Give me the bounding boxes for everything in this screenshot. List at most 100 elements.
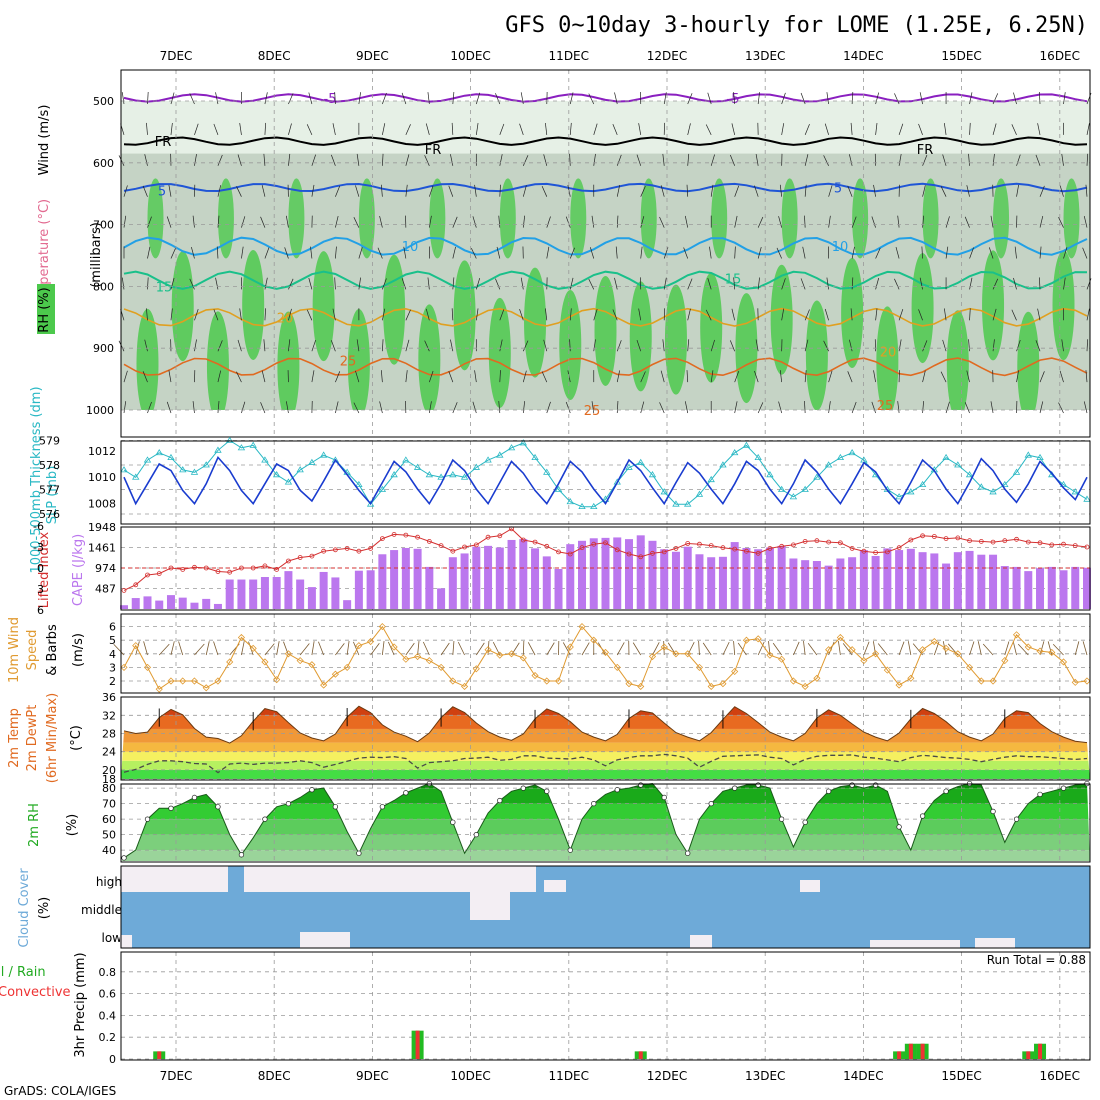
li-point: [438, 543, 444, 548]
wind-barb: [940, 371, 947, 383]
li-point: [661, 549, 667, 555]
wind-barb: [709, 246, 712, 259]
cape-bar: [789, 558, 798, 609]
wind-barb: [380, 370, 383, 383]
thickness-point: [155, 448, 163, 456]
wind-barb: [355, 370, 360, 383]
wind-barb: [264, 308, 266, 321]
wind-barb: [588, 93, 595, 105]
li-point: [156, 571, 162, 576]
below-surface-bg: [121, 410, 1090, 437]
precip-panel-frame: [120, 951, 1091, 1061]
li-point: [309, 553, 315, 559]
wind-barb: [922, 185, 926, 197]
thickness-point: [965, 471, 974, 478]
wind-barb: [734, 401, 738, 414]
cape-bar: [331, 577, 340, 609]
rh-tick: 70: [102, 798, 116, 811]
rh-humid-cell: [524, 267, 547, 378]
rh-humid-cell: [805, 300, 828, 411]
thickness-point: [1071, 488, 1079, 495]
wind10-barb: [863, 641, 870, 656]
wind-barb: [804, 339, 809, 352]
wind-barb: [382, 278, 387, 290]
rh-area-fill: [121, 783, 1090, 861]
wind-barb: [710, 370, 714, 383]
wind-barb: [826, 92, 829, 105]
li-point: [544, 543, 550, 549]
wind10-point: [977, 677, 985, 685]
wind-barb: [1011, 124, 1017, 136]
thickness-point: [120, 466, 128, 473]
wind10-point: [766, 651, 774, 659]
wind10-point: [284, 650, 292, 658]
thickness-point: [907, 488, 915, 495]
wind-barb: [335, 371, 341, 383]
cape-bar: [143, 596, 152, 609]
wind-barb: [1035, 154, 1041, 166]
wind-barb: [424, 155, 430, 166]
wind-barb: [990, 215, 994, 228]
wind-barb: [734, 371, 740, 383]
wind10-point: [190, 677, 199, 685]
wind-barb: [849, 339, 853, 352]
wind-barb: [612, 309, 618, 321]
wind-barb: [710, 339, 715, 352]
rh-humid-cell: [594, 275, 617, 386]
date-tick-top: 14DEC: [843, 49, 883, 63]
thickness-point: [425, 471, 434, 478]
li-point: [1072, 543, 1078, 548]
wind-barb: [1085, 184, 1088, 197]
wind-barb: [382, 153, 384, 166]
thickness-point: [707, 475, 715, 483]
rh-legend-swatch: [37, 284, 55, 334]
panel-labels: Wind (m/s) Temperature (°C) (millibars) …: [0, 105, 1086, 1058]
wind-barb: [285, 401, 289, 414]
contour-label: 25: [340, 355, 357, 370]
wind-barb: [992, 308, 997, 321]
wind10-barb: [1074, 641, 1080, 656]
thickness-point: [566, 497, 574, 505]
wind-barb: [919, 92, 923, 105]
slp-tick: 1010: [88, 471, 116, 484]
wind-barb: [1082, 247, 1088, 259]
wind-barb: [216, 246, 219, 259]
isotherm-t15: [123, 270, 1088, 290]
li-point: [802, 539, 808, 544]
wind10-point: [613, 663, 621, 671]
wind-barb: [144, 339, 148, 352]
li-point: [344, 546, 350, 551]
wind-barb: [236, 371, 242, 383]
rh-humid-cell: [664, 284, 687, 395]
wind10-barb: [793, 641, 800, 656]
wind-barb: [1038, 92, 1041, 105]
cape-bar: [895, 550, 904, 609]
wind10-point: [625, 680, 633, 688]
thickness-tick: 576: [39, 508, 60, 521]
wind10-point: [742, 636, 750, 644]
li-point: [591, 541, 597, 547]
wind-barb: [616, 401, 619, 414]
li-point: [931, 534, 937, 539]
wind-barb: [405, 184, 408, 197]
rh-humid-cell: [1052, 250, 1075, 361]
date-tick-top: 8DEC: [258, 49, 291, 63]
wind10-barb: [248, 641, 254, 656]
cape-bar: [166, 595, 175, 609]
wind-barb: [757, 216, 764, 228]
wind10-point: [554, 677, 563, 685]
rh-humid-cell: [358, 178, 375, 259]
wind-barb: [451, 122, 454, 135]
wind10-point: [437, 663, 445, 671]
upper-temp-label: Temperature (°C): [37, 199, 52, 312]
wind-barb: [922, 370, 926, 383]
wind-barb: [804, 123, 810, 136]
thickness-point: [977, 483, 986, 490]
wind-barb: [498, 215, 501, 228]
wind-barb: [121, 277, 125, 290]
wind-barb: [781, 308, 785, 321]
rh2m-label: 2m RH: [27, 803, 42, 847]
li-point: [978, 539, 984, 544]
wind-barb: [168, 370, 172, 383]
cape-bar: [683, 546, 692, 609]
